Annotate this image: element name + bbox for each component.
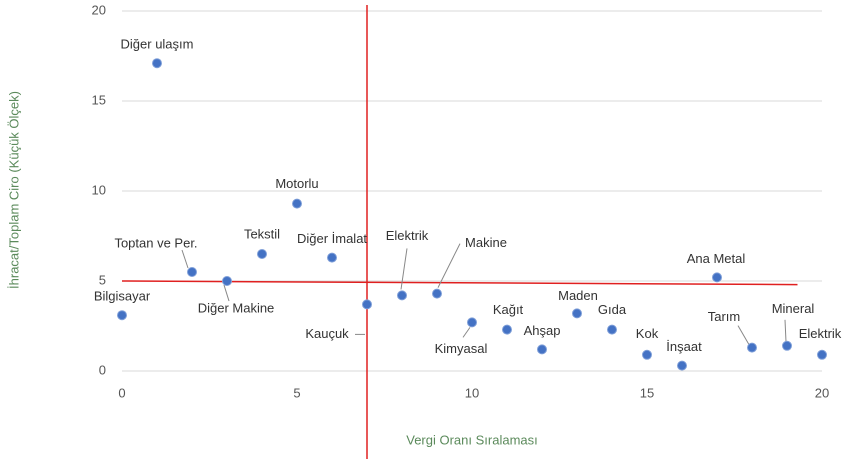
point xyxy=(187,267,197,277)
x-axis-title: Vergi Oranı Sıralaması xyxy=(406,432,538,447)
point-label: Maden xyxy=(558,288,598,303)
point xyxy=(222,276,232,286)
leader-line xyxy=(437,243,461,288)
y-tick-label: 0 xyxy=(99,362,106,377)
x-tick-label: 10 xyxy=(465,385,479,400)
leader-line xyxy=(737,325,750,345)
point xyxy=(292,198,302,209)
point xyxy=(152,58,162,69)
point xyxy=(397,290,407,301)
leader-line xyxy=(784,319,787,342)
point xyxy=(642,349,652,360)
y-tick-label: 15 xyxy=(92,92,106,107)
point-label: Diğer İmalat xyxy=(297,231,367,246)
point xyxy=(712,272,722,283)
leader-line xyxy=(181,249,189,269)
point xyxy=(817,349,827,360)
point xyxy=(257,249,267,259)
point-label: Diğer Makine xyxy=(198,300,275,315)
point-label: Tarım xyxy=(708,309,741,324)
x-tick-label: 5 xyxy=(293,385,300,400)
x-tick-label: 0 xyxy=(118,385,125,400)
point-label: Bilgisayar xyxy=(94,289,151,304)
x-tick-label: 15 xyxy=(640,385,654,400)
point xyxy=(607,324,617,335)
point-label: Kimyasal xyxy=(435,341,488,356)
y-axis-title: İhracat/Toplam Ciro (Küçük Ölçek) xyxy=(6,91,21,289)
point xyxy=(782,340,792,351)
y-tick-label: 10 xyxy=(92,182,106,197)
point xyxy=(362,299,372,310)
point xyxy=(502,324,512,335)
point-label: Elektrik xyxy=(799,326,842,341)
point xyxy=(677,360,687,371)
point-label: Ahşap xyxy=(524,323,561,338)
point-label: Elektrik xyxy=(386,228,429,243)
point-label: Mineral xyxy=(772,301,815,316)
leader-line xyxy=(223,284,230,302)
point xyxy=(117,310,127,321)
point-label: Kok xyxy=(636,326,659,341)
point xyxy=(537,344,547,355)
point xyxy=(572,308,582,319)
point xyxy=(747,342,757,353)
point-label: Toptan ve Per. xyxy=(114,235,197,250)
leader-line xyxy=(462,327,471,338)
point xyxy=(327,252,337,263)
point-label: Kağıt xyxy=(493,302,524,317)
y-tick-label: 20 xyxy=(92,2,106,17)
reference-line-horizontal xyxy=(121,280,798,286)
point-label: Gıda xyxy=(598,302,627,317)
point xyxy=(467,317,477,328)
point-label: Motorlu xyxy=(275,176,318,191)
point-label: Tekstil xyxy=(244,226,280,241)
point xyxy=(432,288,442,299)
point-label: Ana Metal xyxy=(687,251,746,266)
leader-line xyxy=(400,248,408,290)
point-label: İnşaat xyxy=(666,339,702,354)
point-label: Kauçuk xyxy=(305,326,349,341)
point-label: Makine xyxy=(465,235,507,250)
point-label: Diğer ulaşım xyxy=(121,37,194,52)
x-tick-label: 20 xyxy=(815,385,829,400)
y-tick-label: 5 xyxy=(99,272,106,287)
